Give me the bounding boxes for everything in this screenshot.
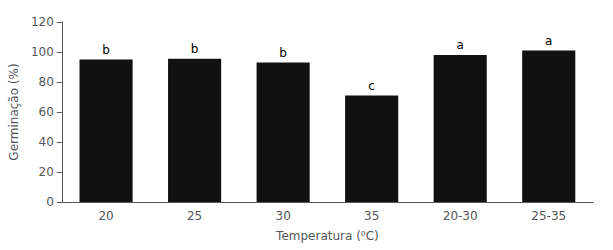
svg-text:80: 80 [39,75,54,89]
svg-text:60: 60 [39,105,54,119]
svg-text:25-35: 25-35 [531,209,566,223]
svg-text:b: b [102,43,110,57]
svg-text:20-30: 20-30 [443,209,478,223]
svg-text:Germinação (%): Germinação (%) [7,63,21,160]
svg-text:0: 0 [46,195,54,209]
svg-text:40: 40 [39,135,54,149]
svg-text:20: 20 [98,209,113,223]
svg-text:b: b [279,46,287,60]
svg-text:a: a [545,34,552,48]
svg-text:30: 30 [275,209,290,223]
svg-text:a: a [457,38,464,52]
svg-text:25: 25 [187,209,202,223]
svg-text:100: 100 [31,45,54,59]
svg-text:120: 120 [31,15,54,29]
svg-text:b: b [191,42,199,56]
svg-text:Temperatura (⁰C): Temperatura (⁰C) [275,229,379,243]
svg-text:35: 35 [364,209,379,223]
svg-text:c: c [368,79,375,93]
svg-text:20: 20 [39,165,54,179]
